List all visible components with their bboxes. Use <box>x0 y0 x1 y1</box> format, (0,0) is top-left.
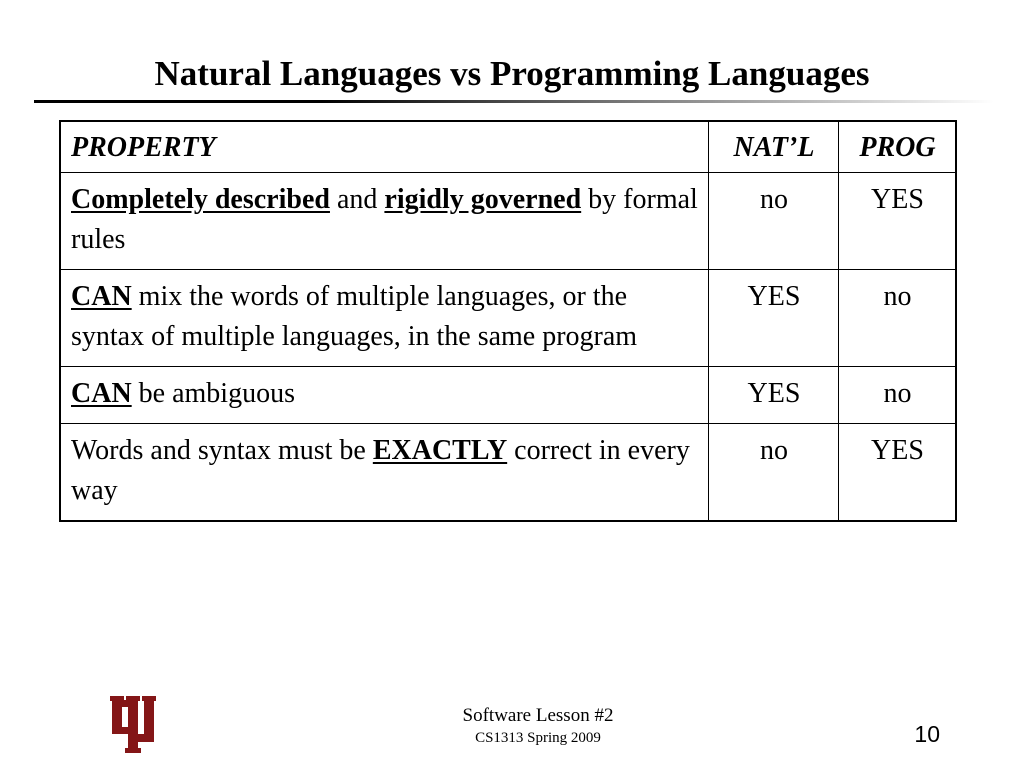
property-cell: Completely described and rigidly governe… <box>59 172 709 270</box>
emphasis-text: EXACTLY <box>372 435 508 466</box>
natl-value: YES <box>708 366 839 424</box>
table-row: CAN be ambiguous YES no <box>59 366 957 424</box>
comparison-table: PROPERTY NAT’L PROG Completely described… <box>59 120 957 522</box>
table-row: CAN mix the words of multiple languages,… <box>59 269 957 367</box>
prog-value: no <box>838 366 957 424</box>
emphasis-text: rigidly governed <box>384 184 582 215</box>
property-cell: CAN mix the words of multiple languages,… <box>59 269 709 367</box>
header-natl: NAT’L <box>708 120 839 173</box>
natl-value: no <box>708 172 839 270</box>
table-row: Completely described and rigidly governe… <box>59 172 957 270</box>
property-text: and <box>329 184 385 215</box>
property-text: by formal rules <box>71 184 698 255</box>
footer-course: Software Lesson #2 <box>462 705 614 726</box>
emphasis-text: CAN <box>71 378 132 409</box>
table-row: Words and syntax must be EXACTLY correct… <box>59 423 957 522</box>
property-text: be ambiguous <box>131 378 295 409</box>
property-text: Words and syntax must be <box>71 435 373 466</box>
header-property: PROPERTY <box>59 120 709 173</box>
prog-value: YES <box>838 423 957 522</box>
prog-value: no <box>838 269 957 367</box>
prog-value: YES <box>838 172 957 270</box>
slide-title: Natural Languages vs Programming Languag… <box>154 54 870 93</box>
emphasis-text: Completely described <box>71 184 330 215</box>
page-number: 10 <box>914 721 940 747</box>
header-prog: PROG <box>838 120 957 173</box>
property-text: mix the words of multiple languages, or … <box>71 281 638 352</box>
natl-value: YES <box>708 269 839 367</box>
ou-logo-icon <box>110 696 156 753</box>
natl-value: no <box>708 423 839 522</box>
emphasis-text: CAN <box>71 281 132 312</box>
footer-term: CS1313 Spring 2009 <box>475 730 601 746</box>
property-text: correct in every way <box>71 435 690 506</box>
table-header-row: PROPERTY NAT’L PROG <box>59 120 957 173</box>
title-divider <box>34 100 994 103</box>
property-cell: Words and syntax must be EXACTLY correct… <box>59 423 709 522</box>
property-cell: CAN be ambiguous <box>59 366 709 424</box>
